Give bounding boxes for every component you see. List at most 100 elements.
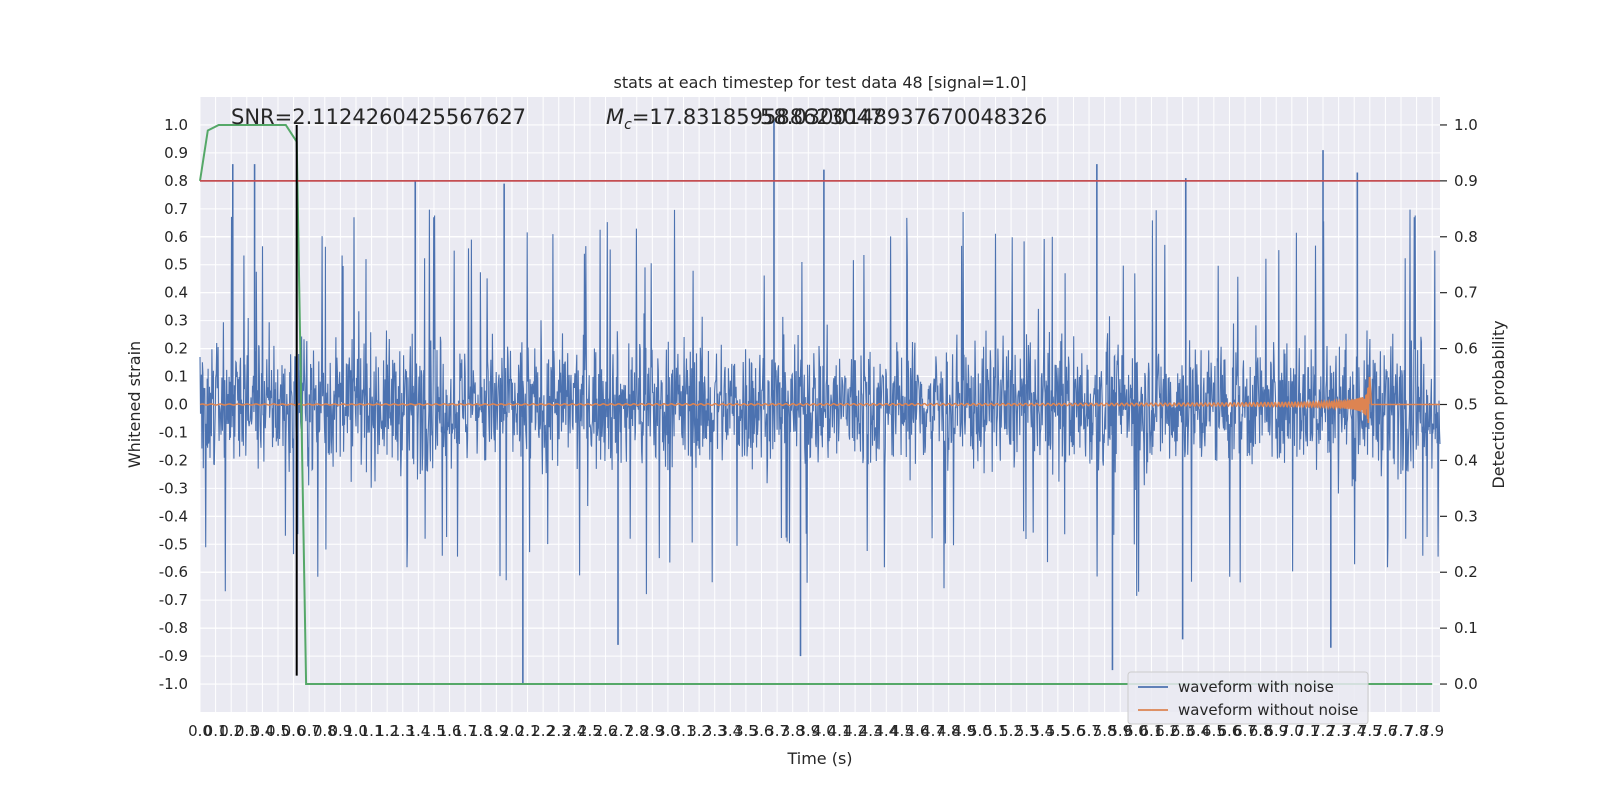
x-tick-label: 6.5 (1202, 722, 1226, 740)
x-tick-label: 4.9 (952, 722, 976, 740)
x-tick-label: 1.6 (438, 722, 462, 740)
x-tick-label: 1.2 (375, 722, 399, 740)
series-detection-probability (199, 124, 1433, 685)
y2-axis-ticks: 0.0 0.1 0.2 0.3 0.4 0.5 0.6 0.7 0.8 0.9 1.0 (1440, 116, 1478, 693)
x-tick-label: 0.1 (204, 722, 228, 740)
legend-entry-clean: waveform without noise (1178, 701, 1358, 719)
x-tick-label: 2.3 (547, 722, 571, 740)
y2-tick-label: 0.7 (1454, 284, 1478, 302)
y-tick-label: 1.0 (164, 116, 188, 134)
y2-tick-label: 0.6 (1454, 340, 1478, 358)
legend-entry-noise: waveform with noise (1178, 678, 1334, 696)
x-tick-label: 3.3 (703, 722, 727, 740)
x-tick-label: 7.5 (1358, 722, 1382, 740)
x-tick-label: 7.6 (1373, 722, 1397, 740)
x-tick-label: 6.0 (1124, 722, 1148, 740)
x-tick-label: 6.8 (1249, 722, 1273, 740)
x-tick-label: 2.9 (640, 722, 664, 740)
x-tick-label: 7.4 (1342, 722, 1366, 740)
x-tick-label: 4.4 (874, 722, 898, 740)
x-tick-label: 3.4 (718, 722, 742, 740)
x-tick-label: 7.9 (1420, 722, 1444, 740)
y-tick-label: 0.8 (164, 172, 188, 190)
x-tick-label: 2.0 (500, 722, 524, 740)
y-tick-label: -0.4 (159, 507, 188, 525)
x-tick-label: 5.2 (999, 722, 1023, 740)
x-tick-label: 7.2 (1311, 722, 1335, 740)
x-tick-label: 2.6 (594, 722, 618, 740)
x-tick-label: 1.9 (484, 722, 508, 740)
x-tick-label: 1.0 (344, 722, 368, 740)
probability-trace (199, 124, 1433, 685)
chart-title: stats at each timestep for test data 48 … (614, 73, 1027, 92)
x-tick-label: 2.5 (578, 722, 602, 740)
x-tick-label: 5.9 (1108, 722, 1132, 740)
x-tick-label: 6.3 (1171, 722, 1195, 740)
x-tick-label: 0.2 (219, 722, 243, 740)
y2-tick-label: 1.0 (1454, 116, 1478, 134)
series-waveform-with-noise (199, 119, 1441, 685)
x-tick-label: 4.0 (812, 722, 836, 740)
x-tick-label: 1.5 (422, 722, 446, 740)
y-tick-label: -0.6 (159, 563, 188, 581)
chirp-trace (199, 376, 1440, 424)
x-tick-label: 5.6 (1062, 722, 1086, 740)
x-tick-label: 7.8 (1405, 722, 1429, 740)
y-tick-label: -0.8 (159, 619, 188, 637)
x-tick-label: 5.4 (1030, 722, 1054, 740)
x-tick-label: 6.6 (1218, 722, 1242, 740)
x-tick-label: 4.3 (859, 722, 883, 740)
x-tick-label: 2.2 (531, 722, 555, 740)
y-tick-label: -0.7 (159, 591, 188, 609)
x-tick-label: 1.1 (360, 722, 384, 740)
x-tick-label: 0.8 (313, 722, 337, 740)
x-tick-label: 4.1 (828, 722, 852, 740)
x-axis-label: Time (s) (786, 749, 852, 768)
x-tick-label: 5.1 (984, 722, 1008, 740)
y-tick-label: 0.6 (164, 228, 188, 246)
x-tick-label: 6.2 (1155, 722, 1179, 740)
snr-annotation: SNR=2.1124260425567627 (231, 105, 526, 129)
x-tick-label: 0.0 (188, 722, 212, 740)
y2-tick-label: 0.1 (1454, 619, 1478, 637)
mc-annotation: Mc=17.831859588623047 (606, 105, 883, 133)
x-tick-label: 2.8 (625, 722, 649, 740)
y-tick-label: -0.5 (159, 535, 188, 553)
y-tick-label: -0.1 (159, 423, 188, 441)
x-tick-label: 3.6 (750, 722, 774, 740)
x-tick-label: 5.8 (1093, 722, 1117, 740)
x-tick-label: 7.7 (1389, 722, 1413, 740)
y2-tick-label: 0.5 (1454, 396, 1478, 414)
x-tick-label: 5.0 (968, 722, 992, 740)
y2-tick-label: 0.9 (1454, 172, 1478, 190)
x-tick-label: 3.5 (734, 722, 758, 740)
x-tick-label: 4.2 (843, 722, 867, 740)
y2-axis-label: Detection probability (1489, 320, 1508, 488)
x-tick-label: 7.1 (1295, 722, 1319, 740)
x-tick-label: 3.1 (672, 722, 696, 740)
y2-tick-label: 0.3 (1454, 507, 1478, 525)
x-tick-label: 4.7 (921, 722, 945, 740)
y2-tick-label: 0.8 (1454, 228, 1478, 246)
x-tick-label: 1.4 (406, 722, 430, 740)
x-tick-label: 0.6 (282, 722, 306, 740)
mc-value: =17.831859588623047 (632, 105, 883, 129)
x-tick-label: 5.7 (1077, 722, 1101, 740)
legend-box (1127, 671, 1369, 725)
x-tick-label: 2.1 (516, 722, 540, 740)
y-tick-label: 0.5 (164, 256, 188, 274)
y-tick-label: 0.2 (164, 340, 188, 358)
x-tick-label: 5.3 (1015, 722, 1039, 740)
x-tick-label: 6.9 (1264, 722, 1288, 740)
x-tick-label: 3.9 (796, 722, 820, 740)
overlap-annotation: 58.0300148937670048326 (760, 105, 1047, 129)
mc-subscript: c (624, 117, 632, 133)
y-tick-label: 0.3 (164, 312, 188, 330)
x-tick-label: 4.6 (906, 722, 930, 740)
y2-tick-label: 0.4 (1454, 451, 1478, 469)
noise-trace (199, 209, 1441, 596)
y2-tick-label: 0.2 (1454, 563, 1478, 581)
y-axis-label: Whitened strain (125, 341, 144, 468)
x-tick-label: 7.3 (1327, 722, 1351, 740)
